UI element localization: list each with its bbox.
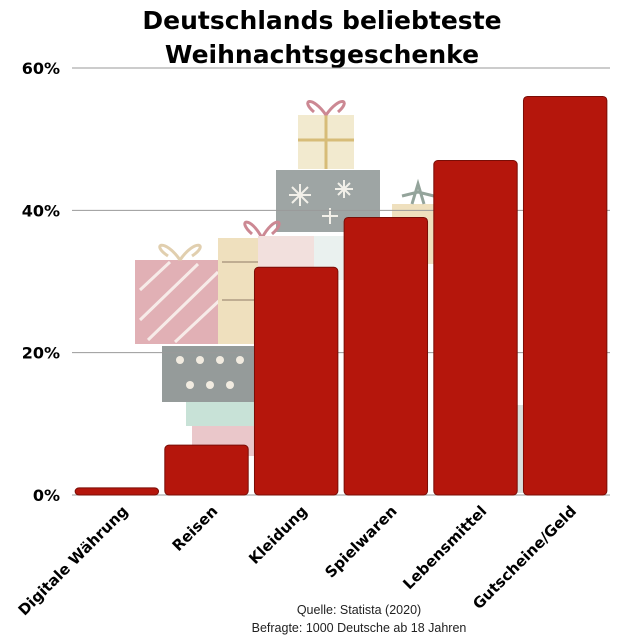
bar-spielwaren — [343, 216, 429, 496]
chart-title-line-1: Deutschlands beliebteste — [142, 6, 502, 35]
y-tick-label: 40% — [22, 201, 60, 220]
source-line-1: Quelle: Statista (2020) — [296, 603, 422, 617]
chart-title: Deutschlands beliebteste Weihnachtsgesch… — [0, 4, 644, 72]
bar-digitale-währung — [74, 487, 160, 496]
y-axis-tick-labels: 0% 20% 40% 60% — [22, 59, 60, 505]
y-tick-label: 20% — [22, 344, 60, 363]
bar-kleidung — [253, 266, 339, 496]
source-line-2: Befragte: 1000 Deutsche ab 18 Jahren — [251, 621, 467, 635]
bar-gutscheine-geld — [522, 95, 608, 496]
y-tick-label: 60% — [22, 59, 60, 78]
x-tick-label: Reisen — [169, 502, 222, 555]
chart-title-line-2: Weihnachtsgeschenke — [164, 40, 480, 69]
x-tick-label: Kleidung — [245, 502, 311, 568]
gridlines — [72, 67, 610, 496]
y-tick-label: 0% — [33, 486, 60, 505]
bar-reisen — [164, 444, 249, 496]
x-tick-label: Digitale Währung — [15, 502, 132, 619]
x-tick-label: Lebensmittel — [399, 502, 490, 593]
x-tick-label: Spielwaren — [321, 502, 400, 581]
bars — [74, 95, 608, 496]
source-note: Quelle: Statista (2020) Befragte: 1000 D… — [244, 601, 474, 637]
bar-lebensmittel — [433, 160, 518, 496]
